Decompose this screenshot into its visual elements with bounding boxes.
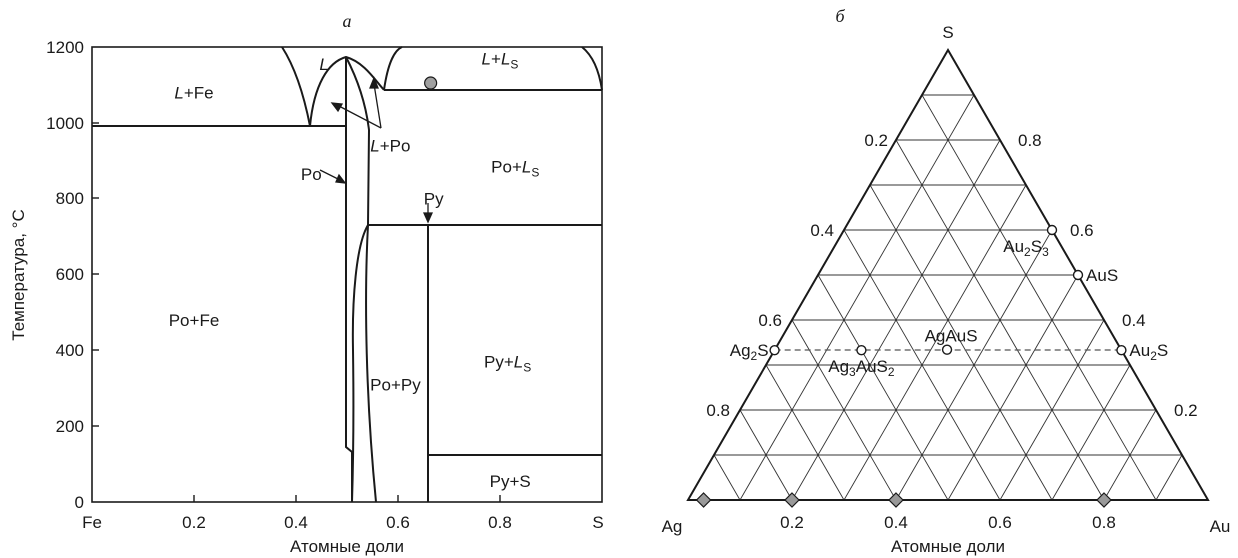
- compound-point: [1072, 269, 1084, 281]
- field-label: Py+LS​: [484, 353, 531, 375]
- grid-line: [765, 364, 845, 501]
- right-edge-tick-label: 0.2: [1174, 401, 1198, 420]
- compound-point: [856, 344, 867, 356]
- data-point-marker: [424, 76, 438, 90]
- compound-label: Au2​S3​: [1003, 237, 1049, 259]
- right-edge-tick-label: 0.8: [1018, 131, 1042, 150]
- base-tick-label: 0.8: [1092, 513, 1116, 532]
- grid-line: [713, 454, 741, 501]
- grid-line: [1155, 454, 1183, 501]
- diamond-marker: [695, 492, 712, 508]
- compound-points: Ag2​S Ag3​AuS2​ AgAuS Au2​S AuS Au2​S3​: [730, 224, 1168, 379]
- field-labels: L+Fe L L+LS​ L+Po Po+LS​ Po Py Po+Fe Po+Py Py+LS​…: [169, 49, 540, 491]
- y-tick-marks: [92, 122, 99, 427]
- field-label: Po+LS​: [491, 157, 539, 179]
- field-label: Po+Fe: [169, 311, 220, 330]
- boundary-curve: [581, 46, 603, 91]
- y-tick-label: 200: [56, 417, 84, 436]
- base-tick-label: 0.6: [988, 513, 1012, 532]
- grid-line: [947, 274, 1079, 501]
- field-label: L: [319, 55, 328, 74]
- field-label: L+LS​: [482, 49, 519, 71]
- left-edge-tick-label: 0.6: [758, 311, 782, 330]
- y-tick-label: 800: [56, 189, 84, 208]
- boundary-curve: [345, 56, 371, 226]
- compound-point: [1116, 344, 1127, 356]
- boundary-curve: [345, 57, 353, 502]
- ternary-grid: [713, 94, 1183, 501]
- compound-point: [941, 344, 953, 355]
- compound-label: Au2​S: [1129, 341, 1168, 363]
- y-tick-label: 1000: [46, 114, 84, 133]
- annotation-arrows: [319, 76, 434, 224]
- left-edge-tick-label: 0.2: [864, 131, 888, 150]
- grid-line: [817, 274, 949, 501]
- grid-line: [869, 184, 1053, 501]
- compound-label: Ag3​AuS2​: [828, 357, 895, 379]
- left-edge-tick-label: 0.4: [810, 221, 834, 240]
- boundary-curve: [351, 224, 369, 503]
- y-tick-label: 1200: [46, 38, 84, 57]
- boundary-curve: [383, 46, 403, 91]
- grid-line: [921, 94, 1157, 501]
- boundary-curve: [281, 46, 311, 127]
- panel-label-b: б: [835, 6, 845, 26]
- x-end-label-s: S: [592, 513, 603, 532]
- field-label: L+Fe: [174, 84, 213, 103]
- grid-line: [1103, 409, 1157, 501]
- panel-label-a: а: [343, 11, 352, 31]
- base-tick-label: 0.4: [884, 513, 908, 532]
- right-edge-tick-label: 0.6: [1070, 221, 1094, 240]
- field-label: Py: [424, 190, 444, 209]
- corner-label-s: S: [942, 23, 953, 42]
- right-edge-tick-label: 0.4: [1122, 311, 1146, 330]
- x-tick-label: 0.8: [488, 513, 512, 532]
- y-tick-label: 600: [56, 265, 84, 284]
- x-tick-label: 0.6: [386, 513, 410, 532]
- x-axis-title: Атомные доли: [891, 537, 1005, 556]
- compound-point: [769, 344, 780, 356]
- base-tick-label: 0.2: [780, 513, 804, 532]
- field-label: L+Po: [370, 137, 410, 156]
- y-tick-label: 400: [56, 341, 84, 360]
- left-edge-tick-label: 0.8: [706, 401, 730, 420]
- y-tick-label: 0: [75, 493, 84, 512]
- x-axis-title: Атомные доли: [290, 537, 404, 556]
- diamond-marker: [1096, 492, 1112, 508]
- compound-label: AgAuS: [925, 327, 978, 346]
- compound-label: AuS: [1086, 266, 1118, 285]
- phase-boundaries: [92, 46, 603, 503]
- boundary-curve: [365, 224, 377, 503]
- field-label: Py+S: [490, 472, 531, 491]
- compound-label: Ag2​S: [730, 341, 769, 363]
- x-end-label-fe: Fe: [82, 513, 102, 532]
- field-label: Po+Py: [370, 375, 421, 394]
- y-axis-title: Температура, °С: [9, 209, 28, 340]
- base-diamond-markers: [695, 492, 1112, 508]
- phase-diagram: а 0 200 400 600 800 1000 1200 Fe 0.2 0.4: [9, 11, 604, 556]
- corner-label-au: Au: [1210, 517, 1231, 536]
- grid-line: [843, 184, 1027, 501]
- grid-line: [739, 409, 793, 501]
- field-label: Po: [301, 165, 322, 184]
- grid-line: [739, 94, 975, 501]
- diamond-marker: [888, 492, 904, 508]
- diamond-marker: [784, 492, 800, 508]
- x-tick-label: 0.4: [284, 513, 308, 532]
- x-tick-marks: [193, 495, 501, 502]
- x-tick-label: 0.2: [182, 513, 206, 532]
- compound-point: [1046, 224, 1058, 236]
- grid-line: [1051, 364, 1131, 501]
- corner-label-ag: Ag: [662, 517, 683, 536]
